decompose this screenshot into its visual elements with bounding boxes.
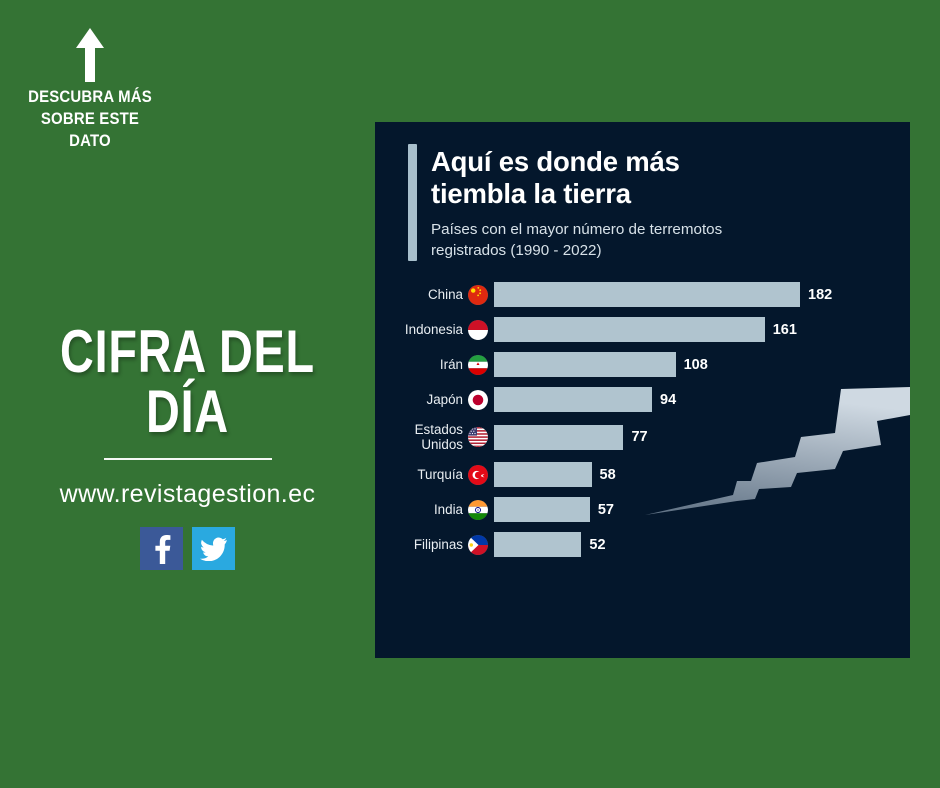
discover-more-block: DESCUBRA MÁS SOBRE ESTE DATO [0, 24, 180, 151]
bar-label: China [428, 287, 463, 302]
bar-chart: China 182 Indonesia 161 Irán 108 Japón 94 Esta… [375, 282, 910, 567]
bar-value: 108 [683, 356, 708, 373]
bar-label: Turquía [417, 467, 463, 482]
iran-flag-icon [468, 354, 488, 375]
brand-block: CIFRA DEL DÍA www.revistagestion.ec [0, 322, 375, 570]
india-flag-icon [468, 499, 488, 520]
turkey-flag-icon [468, 464, 488, 485]
brand-title: CIFRA DEL DÍA [60, 318, 315, 445]
bar-row: Estados Unidos 77 [375, 422, 910, 452]
bar-label: Estados Unidos [414, 422, 463, 452]
social-links [0, 527, 375, 570]
bar [494, 532, 582, 557]
bar-row: Japón 94 [375, 387, 910, 412]
bar-label: Indonesia [404, 322, 463, 337]
bar [494, 352, 676, 377]
indonesia-flag-icon [468, 319, 488, 340]
chart-title: Aquí es donde más tiembla la tierra [431, 146, 680, 210]
title-accent-bar [408, 144, 417, 262]
bar-row: Indonesia 161 [375, 317, 910, 342]
bar [494, 424, 624, 450]
bar-row: Irán 108 [375, 352, 910, 377]
bar-value: 182 [808, 286, 833, 303]
bar-row: India 57 [375, 497, 910, 522]
brand-divider [103, 458, 272, 460]
usa-flag-icon [468, 427, 488, 447]
discover-more-text: DESCUBRA MÁS SOBRE ESTE DATO [28, 87, 152, 150]
arrow-up-icon [0, 24, 180, 82]
bar-value: 161 [772, 321, 797, 338]
facebook-icon[interactable] [140, 527, 183, 570]
bar-label: India [433, 502, 463, 517]
bar-label: Japón [426, 392, 463, 407]
china-flag-icon [468, 284, 488, 305]
bar-label: Filipinas [413, 537, 463, 552]
bar-value: 77 [631, 429, 648, 445]
bar-row: Filipinas 52 [375, 532, 910, 557]
bar-row: Turquía 58 [375, 462, 910, 487]
bar [494, 317, 765, 342]
bar [494, 387, 653, 412]
bar [494, 497, 590, 522]
bar-value: 52 [589, 536, 606, 553]
bar-row: China 182 [375, 282, 910, 307]
twitter-icon[interactable] [192, 527, 235, 570]
bar-label: Irán [439, 357, 463, 372]
bar-value: 58 [599, 466, 616, 483]
chart-subtitle: Países con el mayor número de terremotos… [431, 221, 723, 259]
bar [494, 282, 800, 307]
bar [494, 462, 592, 487]
website-url[interactable]: www.revistagestion.ec [59, 480, 316, 508]
promo-panel: DESCUBRA MÁS SOBRE ESTE DATO CIFRA DEL D… [0, 0, 375, 788]
japan-flag-icon [468, 389, 488, 410]
card-header: Aquí es donde más tiembla la tierra País… [408, 144, 888, 262]
bar-value: 57 [597, 501, 614, 518]
bar-value: 94 [660, 391, 677, 408]
philippines-flag-icon [468, 534, 488, 555]
statista-infographic-card: Aquí es donde más tiembla la tierra País… [375, 122, 910, 658]
